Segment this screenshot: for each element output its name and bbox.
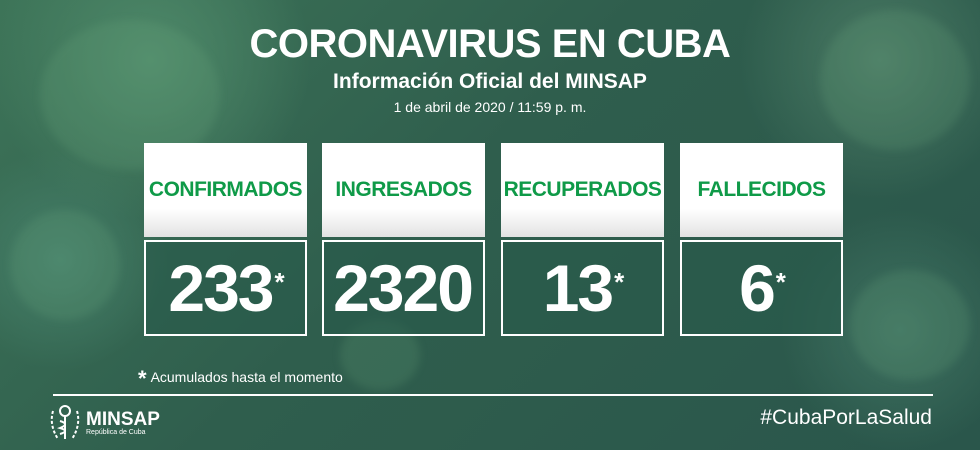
stat-value: 6 xyxy=(739,251,776,325)
asterisk: * xyxy=(775,266,786,297)
stat-label: RECUPERADOS xyxy=(501,143,664,237)
footnote: * Acumulados hasta el momento xyxy=(138,366,343,392)
report-date: 1 de abril de 2020 / 11:59 p. m. xyxy=(393,99,587,115)
stat-value: 13 xyxy=(542,251,614,325)
stat-card-fallecidos: FALLECIDOS 6 * xyxy=(680,143,843,338)
virus-decoration xyxy=(820,10,970,150)
asterisk: * xyxy=(274,266,285,297)
stat-label: INGRESADOS xyxy=(322,143,485,237)
stat-value: 233 xyxy=(168,251,274,325)
caduceus-emblem-icon xyxy=(50,405,80,440)
stat-label: CONFIRMADOS xyxy=(144,143,307,237)
page-title: CORONAVIRUS EN CUBA xyxy=(249,22,731,66)
stat-value-box: 6 * xyxy=(680,240,843,336)
logo-subtitle: República de Cuba xyxy=(86,428,146,436)
stat-card-ingresados: INGRESADOS 2320 xyxy=(322,143,485,338)
stat-value-box: 2320 xyxy=(322,240,485,336)
subtitle: Información Oficial del MINSAP xyxy=(333,70,647,93)
stat-value-box: 13 * xyxy=(501,240,664,336)
stat-card-confirmados: CONFIRMADOS 233 * xyxy=(144,143,307,338)
minsap-logo: MINSAP República de Cuba xyxy=(48,403,160,443)
asterisk: * xyxy=(614,266,624,297)
stat-value: 2320 xyxy=(333,251,474,325)
stat-card-recuperados: RECUPERADOS 13 * xyxy=(501,143,664,338)
virus-decoration xyxy=(10,210,120,320)
footnote-marker: * xyxy=(138,366,147,391)
footnote-text: Acumulados hasta el momento xyxy=(150,369,343,385)
stat-value-box: 233 * xyxy=(144,240,307,336)
virus-decoration xyxy=(850,270,970,380)
stat-label: FALLECIDOS xyxy=(680,143,843,237)
logo-name: MINSAP xyxy=(86,408,160,430)
hashtag: #CubaPorLaSalud xyxy=(760,406,932,429)
divider xyxy=(53,394,933,396)
